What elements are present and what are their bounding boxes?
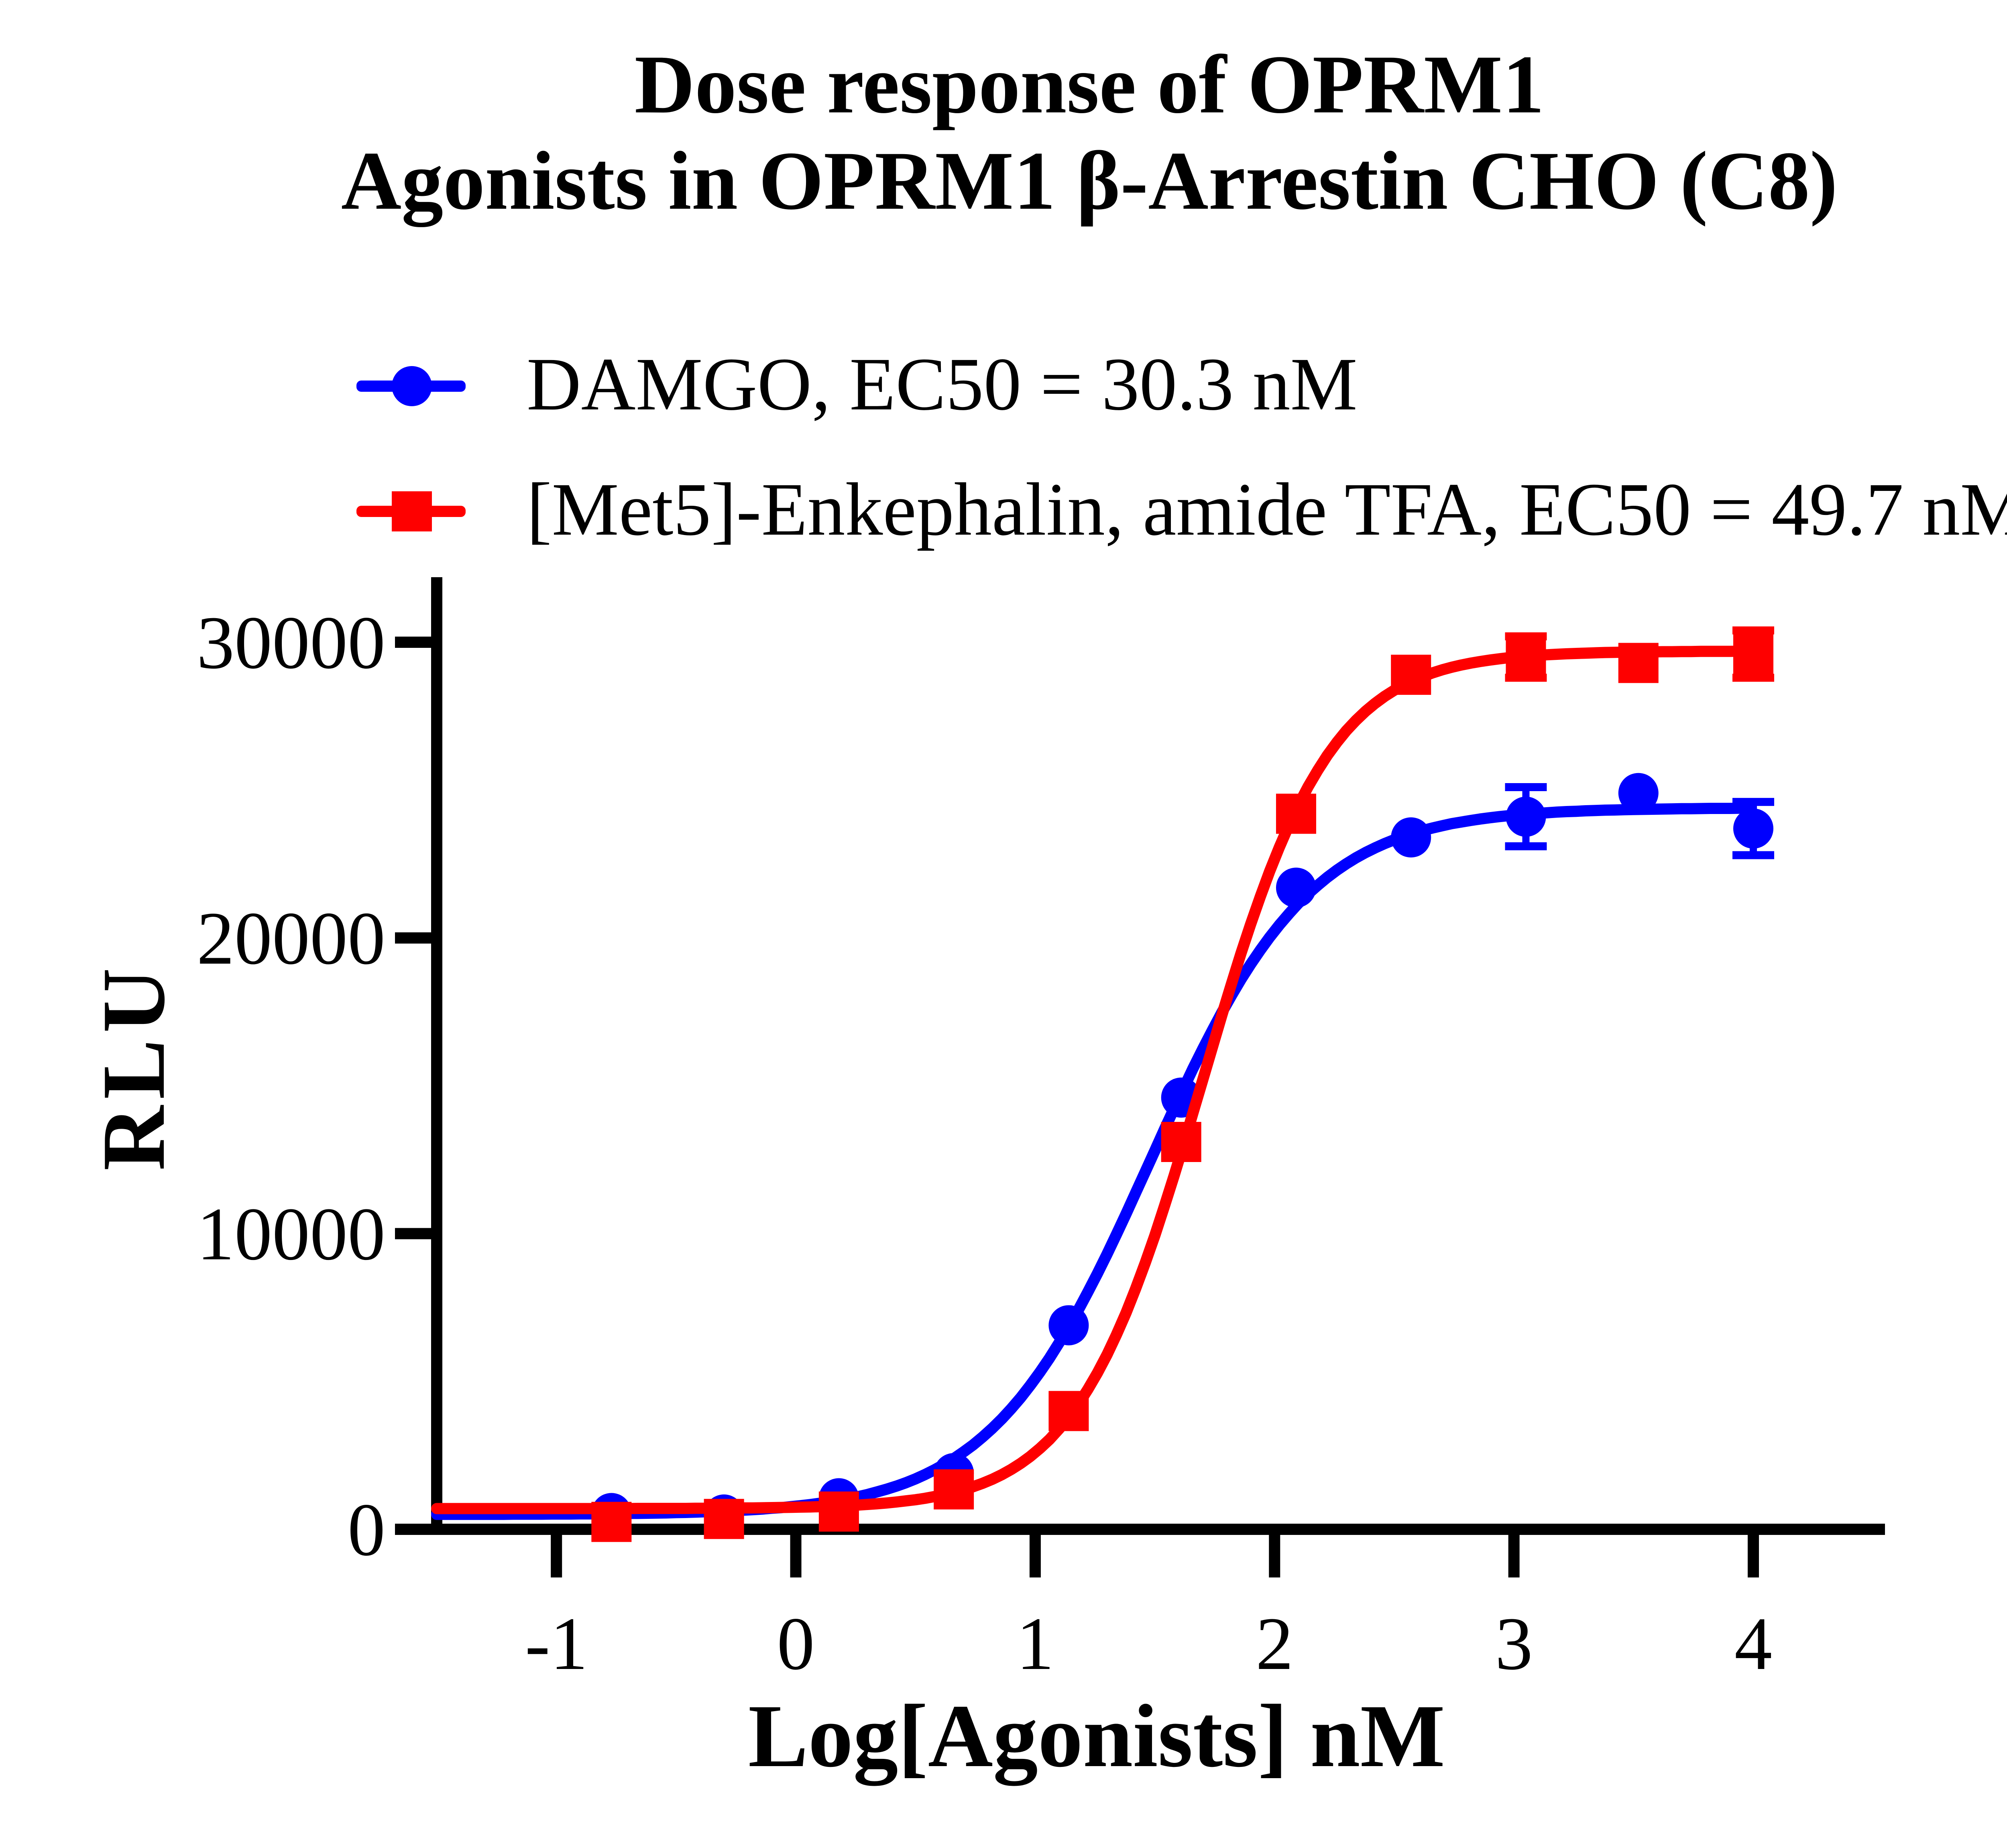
legend-item-damgo: DAMGO, EC50 = 30.3 nM xyxy=(356,340,2007,430)
circle-icon xyxy=(392,366,432,406)
y-tick-label: 30000 xyxy=(197,600,385,684)
data-point-marker xyxy=(1048,1305,1089,1345)
data-point-marker xyxy=(1391,655,1431,695)
y-tick-label: 0 xyxy=(348,1488,385,1571)
x-tick-label: 1 xyxy=(1016,1602,1054,1685)
square-icon xyxy=(392,491,432,531)
data-point-marker xyxy=(1276,794,1316,834)
legend-label-enkephalin: [Met5]-Enkephalin, amide TFA, EC50 = 49.… xyxy=(527,469,2007,552)
x-tick-label: 4 xyxy=(1734,1602,1772,1685)
data-point-marker xyxy=(1618,773,1659,813)
x-axis-title: Log[Agonists] nM xyxy=(748,1687,1445,1787)
chart-title: Dose response of OPRM1 Agonists in OPRM1… xyxy=(0,39,2007,231)
data-point-marker xyxy=(1048,1391,1089,1431)
x-tick-label: 2 xyxy=(1256,1602,1293,1685)
data-point-marker xyxy=(934,1469,974,1510)
y-tick-label: 10000 xyxy=(197,1192,385,1276)
data-point-marker xyxy=(1276,867,1316,908)
data-point-marker xyxy=(1391,817,1431,858)
data-point-marker xyxy=(704,1499,744,1539)
data-point-marker xyxy=(1618,643,1659,683)
red-square-marker-icon xyxy=(356,490,466,531)
data-point-marker xyxy=(1161,1121,1201,1162)
y-tick-label: 20000 xyxy=(197,896,385,980)
x-tick-label: 3 xyxy=(1495,1602,1533,1685)
blue-circle-marker-icon xyxy=(356,364,466,406)
legend: DAMGO, EC50 = 30.3 nM [Met5]-Enkephalin,… xyxy=(356,340,2007,591)
x-tick-label: -1 xyxy=(525,1602,588,1685)
data-point-marker xyxy=(818,1491,859,1532)
fit-curve xyxy=(431,645,1754,1514)
data-point-marker xyxy=(591,1502,632,1542)
x-tick-label: 0 xyxy=(777,1602,815,1685)
legend-label-damgo: DAMGO, EC50 = 30.3 nM xyxy=(527,344,1358,427)
data-point-marker xyxy=(1733,808,1773,849)
fit-curve xyxy=(431,802,1754,1520)
data-point-marker xyxy=(1733,634,1773,674)
data-point-marker xyxy=(1506,796,1546,837)
legend-item-enkephalin: [Met5]-Enkephalin, amide TFA, EC50 = 49.… xyxy=(356,466,2007,556)
chart-title-line-2: Agonists in OPRM1 β-Arrestin CHO (C8) xyxy=(341,136,1838,228)
data-point-marker xyxy=(1506,637,1546,677)
chart-title-line-1: Dose response of OPRM1 xyxy=(634,40,1545,132)
